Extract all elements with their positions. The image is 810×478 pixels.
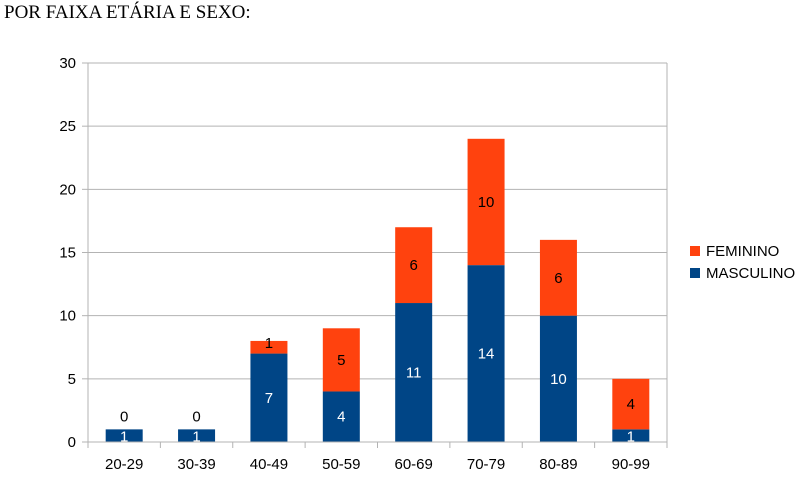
x-tick-label: 60-69 — [395, 456, 433, 473]
data-label-feminino: 5 — [337, 352, 345, 369]
y-tick-label: 30 — [59, 55, 76, 72]
y-tick-label: 20 — [59, 181, 76, 198]
bar-feminino — [250, 340, 288, 354]
y-tick-label: 0 — [68, 434, 76, 451]
gridlines — [88, 62, 667, 380]
bar-masculino — [612, 429, 650, 442]
legend-swatch-masculino — [690, 268, 700, 278]
data-label-feminino: 4 — [627, 396, 635, 413]
y-tick-label: 5 — [68, 371, 76, 388]
chart-title: POR FAIXA ETÁRIA E SEXO: — [4, 2, 251, 23]
data-label-feminino: 0 — [192, 408, 200, 425]
bar-masculino — [178, 429, 216, 442]
legend-label-feminino: FEMININO — [706, 243, 779, 260]
bar-masculino — [467, 265, 505, 442]
x-tick-label: 20-29 — [105, 456, 143, 473]
data-label-masculino: 4 — [337, 409, 345, 426]
bar-feminino — [539, 239, 577, 316]
data-label-masculino: 1 — [192, 429, 200, 446]
data-label-feminino: 6 — [410, 257, 418, 274]
legend-label-masculino: MASCULINO — [706, 265, 795, 282]
x-tick-label: 80-89 — [539, 456, 577, 473]
x-tick-label: 70-79 — [467, 456, 505, 473]
y-tick-label: 10 — [59, 308, 76, 325]
x-tick-label: 30-39 — [177, 456, 215, 473]
data-label-masculino: 1 — [627, 429, 635, 446]
bar-masculino — [322, 391, 360, 442]
x-tick-label: 90-99 — [612, 456, 650, 473]
data-label-feminino: 0 — [120, 408, 128, 425]
data-label-masculino: 14 — [478, 346, 495, 363]
bar-feminino — [322, 328, 360, 392]
data-label-masculino: 7 — [265, 390, 273, 407]
data-label-feminino: 1 — [265, 335, 273, 352]
bar-feminino — [467, 138, 505, 266]
bar-masculino — [105, 429, 143, 442]
legend-swatch-feminino — [690, 246, 700, 256]
legend: FEMININO MASCULINO — [690, 243, 795, 282]
data-label-masculino: 11 — [406, 365, 422, 382]
y-tick-label: 15 — [59, 245, 76, 262]
data-label-feminino: 6 — [554, 270, 562, 287]
bar-masculino — [250, 353, 288, 442]
data-label-feminino: 10 — [478, 194, 495, 211]
bar-masculino — [539, 315, 577, 442]
x-tick-label: 50-59 — [322, 456, 360, 473]
x-tick-label: 40-49 — [250, 456, 288, 473]
data-label-masculino: 1 — [120, 429, 128, 446]
bar-feminino — [395, 227, 433, 304]
bar-feminino — [612, 378, 650, 430]
y-tick-label: 25 — [59, 118, 76, 135]
bar-masculino — [395, 303, 433, 442]
bars — [105, 138, 650, 442]
data-label-masculino: 10 — [550, 371, 567, 388]
